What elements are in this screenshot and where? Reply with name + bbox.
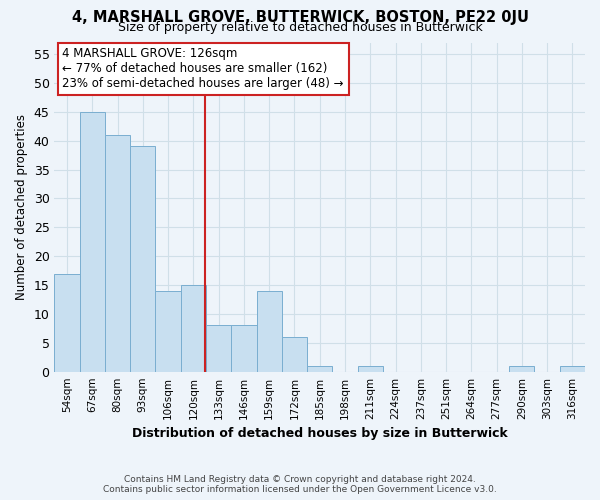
Bar [80,112,105,372]
Bar [231,326,257,372]
Bar [55,274,80,372]
Bar [181,285,206,372]
Y-axis label: Number of detached properties: Number of detached properties [15,114,28,300]
Text: 4, MARSHALL GROVE, BUTTERWICK, BOSTON, PE22 0JU: 4, MARSHALL GROVE, BUTTERWICK, BOSTON, P… [71,10,529,25]
Bar [130,146,155,372]
X-axis label: Distribution of detached houses by size in Butterwick: Distribution of detached houses by size … [132,427,508,440]
Bar [257,291,282,372]
Text: 4 MARSHALL GROVE: 126sqm
← 77% of detached houses are smaller (162)
23% of semi-: 4 MARSHALL GROVE: 126sqm ← 77% of detach… [62,48,344,90]
Bar [509,366,535,372]
Bar [105,135,130,372]
Text: Contains HM Land Registry data © Crown copyright and database right 2024.
Contai: Contains HM Land Registry data © Crown c… [103,474,497,494]
Bar [155,291,181,372]
Bar [358,366,383,372]
Text: Size of property relative to detached houses in Butterwick: Size of property relative to detached ho… [118,22,482,35]
Bar [560,366,585,372]
Bar [206,326,231,372]
Bar [282,337,307,372]
Bar [307,366,332,372]
